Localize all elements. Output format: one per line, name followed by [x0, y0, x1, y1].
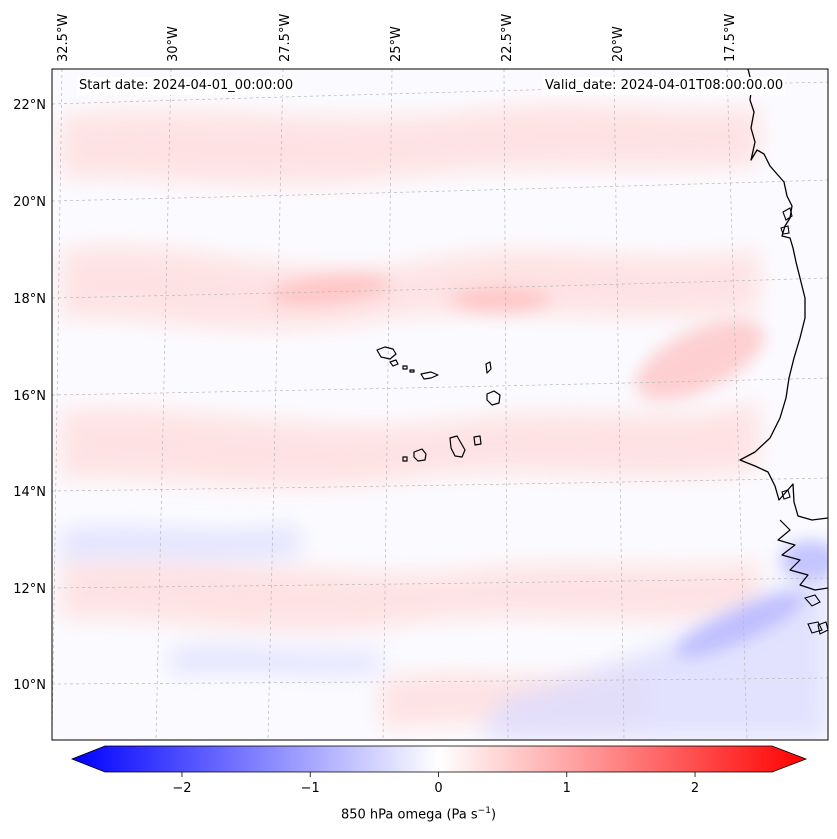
start-date-label: Start date: 2024-04-01_00:00:00 — [77, 77, 296, 95]
colorbar-bar — [70, 745, 808, 773]
graticule — [52, 69, 828, 740]
cape-verde-islands[interactable] — [376, 346, 501, 462]
colorbar-tick-label: −2 — [172, 781, 191, 796]
latitude-labels: 22°N 20°N 18°N 16°N 14°N 12°N 10°N — [13, 98, 46, 693]
colorbar-label-close: ) — [490, 807, 497, 823]
island-santiago[interactable] — [449, 435, 466, 458]
lat-label: 20°N — [13, 195, 46, 210]
colorbar-label-exponent: −1 — [477, 806, 491, 816]
island-fogo[interactable] — [413, 448, 427, 462]
colorbar-ticks: −2 −1 0 1 2 — [172, 772, 699, 796]
colorbar[interactable]: −2 −1 0 1 2 — [70, 745, 808, 796]
lon-label: 32.5°W — [56, 14, 71, 62]
island-santo-antao[interactable] — [376, 346, 397, 360]
colorbar-label: 850 hPa omega (Pa s−1) — [0, 806, 837, 822]
omega-field — [60, 105, 828, 740]
lat-label: 14°N — [13, 485, 46, 500]
lat-label: 18°N — [13, 292, 46, 307]
lat-label: 10°N — [13, 678, 46, 693]
map-frame — [51, 68, 829, 741]
longitude-labels: 32.5°W 30°W 27.5°W 25°W 22.5°W 20°W 17.5… — [56, 14, 738, 62]
island-boa-vista[interactable] — [486, 390, 501, 406]
island-sal[interactable] — [485, 361, 492, 374]
colorbar-label-text: 850 hPa omega (Pa s — [340, 807, 478, 823]
colorbar-tick-label: 0 — [434, 781, 442, 796]
lon-label: 22.5°W — [500, 14, 515, 62]
lon-label: 25°W — [389, 26, 404, 62]
lon-label: 27.5°W — [278, 14, 293, 62]
colorbar-tick-label: 2 — [691, 781, 699, 796]
island-brava[interactable] — [402, 456, 408, 462]
island-maio[interactable] — [473, 435, 482, 446]
colorbar-tick-label: 1 — [563, 781, 571, 796]
lat-label: 16°N — [13, 389, 46, 404]
lat-label: 22°N — [13, 98, 46, 113]
lat-label: 12°N — [13, 582, 46, 597]
colorbar-tick-label: −1 — [301, 781, 320, 796]
island-santa-luzia[interactable] — [402, 365, 408, 370]
omega-negative-bands — [60, 525, 828, 740]
lon-label: 20°W — [611, 26, 626, 62]
map-panel[interactable] — [51, 68, 837, 741]
lon-label: 17.5°W — [723, 14, 738, 62]
lon-label: 30°W — [166, 26, 181, 62]
island-sao-vicente[interactable] — [389, 359, 399, 367]
coastline-west-africa[interactable] — [739, 69, 828, 635]
island-ilheu[interactable] — [409, 369, 415, 373]
omega-strong-positive — [270, 274, 765, 401]
island-sao-nicolau[interactable] — [420, 371, 439, 380]
valid-date-label: Valid_date: 2024-04-01T08:00:00.00 — [543, 77, 786, 95]
